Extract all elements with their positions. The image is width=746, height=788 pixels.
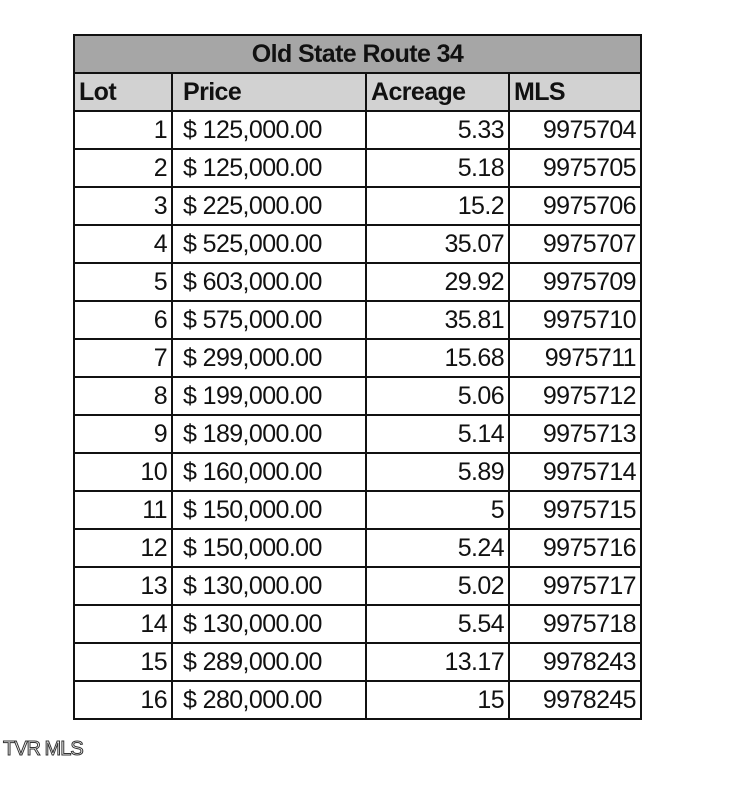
mls-cell: 9975705 (508, 148, 642, 188)
table-row: 12 $ 150,000.00 5.24 9975716 (73, 528, 642, 568)
acreage-cell: 35.81 (365, 300, 510, 340)
mls-cell: 9975707 (508, 224, 642, 264)
acreage-cell: 35.07 (365, 224, 510, 264)
header-mls: MLS (508, 72, 642, 112)
lot-cell: 10 (73, 452, 173, 492)
table-row: 8 $ 199,000.00 5.06 9975712 (73, 376, 642, 416)
mls-cell: 9975704 (508, 110, 642, 150)
table-row: 9 $ 189,000.00 5.14 9975713 (73, 414, 642, 454)
acreage-cell: 15.68 (365, 338, 510, 378)
acreage-cell: 5 (365, 490, 510, 530)
lot-cell: 8 (73, 376, 173, 416)
header-acreage: Acreage (365, 72, 510, 112)
price-cell: $ 189,000.00 (171, 414, 367, 454)
price-cell: $ 150,000.00 (171, 528, 367, 568)
lot-cell: 16 (73, 680, 173, 720)
lot-cell: 9 (73, 414, 173, 454)
table-row: 11 $ 150,000.00 5 9975715 (73, 490, 642, 530)
acreage-cell: 15.2 (365, 186, 510, 226)
table-title: Old State Route 34 (73, 34, 642, 74)
price-cell: $ 150,000.00 (171, 490, 367, 530)
lot-cell: 11 (73, 490, 173, 530)
mls-cell: 9975711 (508, 338, 642, 378)
table-row: 10 $ 160,000.00 5.89 9975714 (73, 452, 642, 492)
price-cell: $ 299,000.00 (171, 338, 367, 378)
mls-cell: 9975715 (508, 490, 642, 530)
table-row: 13 $ 130,000.00 5.02 9975717 (73, 566, 642, 606)
table-row: 7 $ 299,000.00 15.68 9975711 (73, 338, 642, 378)
mls-cell: 9975712 (508, 376, 642, 416)
table-row: 16 $ 280,000.00 15 9978245 (73, 680, 642, 720)
mls-cell: 9975710 (508, 300, 642, 340)
table-row: 2 $ 125,000.00 5.18 9975705 (73, 148, 642, 188)
mls-cell: 9975713 (508, 414, 642, 454)
table-row: 14 $ 130,000.00 5.54 9975718 (73, 604, 642, 644)
lot-cell: 7 (73, 338, 173, 378)
price-cell: $ 289,000.00 (171, 642, 367, 682)
price-cell: $ 130,000.00 (171, 566, 367, 606)
lot-cell: 15 (73, 642, 173, 682)
lot-cell: 6 (73, 300, 173, 340)
acreage-cell: 15 (365, 680, 510, 720)
acreage-cell: 5.89 (365, 452, 510, 492)
lot-cell: 3 (73, 186, 173, 226)
lot-cell: 14 (73, 604, 173, 644)
price-cell: $ 225,000.00 (171, 186, 367, 226)
lot-cell: 13 (73, 566, 173, 606)
table-row: 5 $ 603,000.00 29.92 9975709 (73, 262, 642, 302)
table-row: 1 $ 125,000.00 5.33 9975704 (73, 110, 642, 150)
acreage-cell: 5.24 (365, 528, 510, 568)
watermark: TVR MLS (3, 738, 85, 761)
acreage-cell: 13.17 (365, 642, 510, 682)
acreage-cell: 5.18 (365, 148, 510, 188)
mls-cell: 9978243 (508, 642, 642, 682)
mls-cell: 9975709 (508, 262, 642, 302)
acreage-cell: 5.54 (365, 604, 510, 644)
mls-cell: 9975717 (508, 566, 642, 606)
header-row: Lot Price Acreage MLS (73, 72, 642, 112)
price-cell: $ 199,000.00 (171, 376, 367, 416)
mls-cell: 9975716 (508, 528, 642, 568)
price-cell: $ 125,000.00 (171, 148, 367, 188)
price-cell: $ 160,000.00 (171, 452, 367, 492)
price-cell: $ 130,000.00 (171, 604, 367, 644)
acreage-cell: 5.06 (365, 376, 510, 416)
header-lot: Lot (73, 72, 173, 112)
mls-cell: 9975706 (508, 186, 642, 226)
acreage-cell: 5.14 (365, 414, 510, 454)
table-row: 6 $ 575,000.00 35.81 9975710 (73, 300, 642, 340)
header-price: Price (171, 72, 367, 112)
lots-table: Old State Route 34 Lot Price Acreage MLS… (73, 34, 642, 720)
table-body: 1 $ 125,000.00 5.33 9975704 2 $ 125,000.00 5.1… (73, 110, 642, 720)
mls-cell: 9978245 (508, 680, 642, 720)
table-row: 3 $ 225,000.00 15.2 9975706 (73, 186, 642, 226)
mls-cell: 9975718 (508, 604, 642, 644)
price-cell: $ 603,000.00 (171, 262, 367, 302)
lot-cell: 12 (73, 528, 173, 568)
table-row: 15 $ 289,000.00 13.17 9978243 (73, 642, 642, 682)
lot-cell: 4 (73, 224, 173, 264)
acreage-cell: 29.92 (365, 262, 510, 302)
lot-cell: 1 (73, 110, 173, 150)
mls-cell: 9975714 (508, 452, 642, 492)
acreage-cell: 5.33 (365, 110, 510, 150)
price-cell: $ 525,000.00 (171, 224, 367, 264)
lot-cell: 2 (73, 148, 173, 188)
table-row: 4 $ 525,000.00 35.07 9975707 (73, 224, 642, 264)
price-cell: $ 125,000.00 (171, 110, 367, 150)
acreage-cell: 5.02 (365, 566, 510, 606)
price-cell: $ 575,000.00 (171, 300, 367, 340)
price-cell: $ 280,000.00 (171, 680, 367, 720)
lot-cell: 5 (73, 262, 173, 302)
